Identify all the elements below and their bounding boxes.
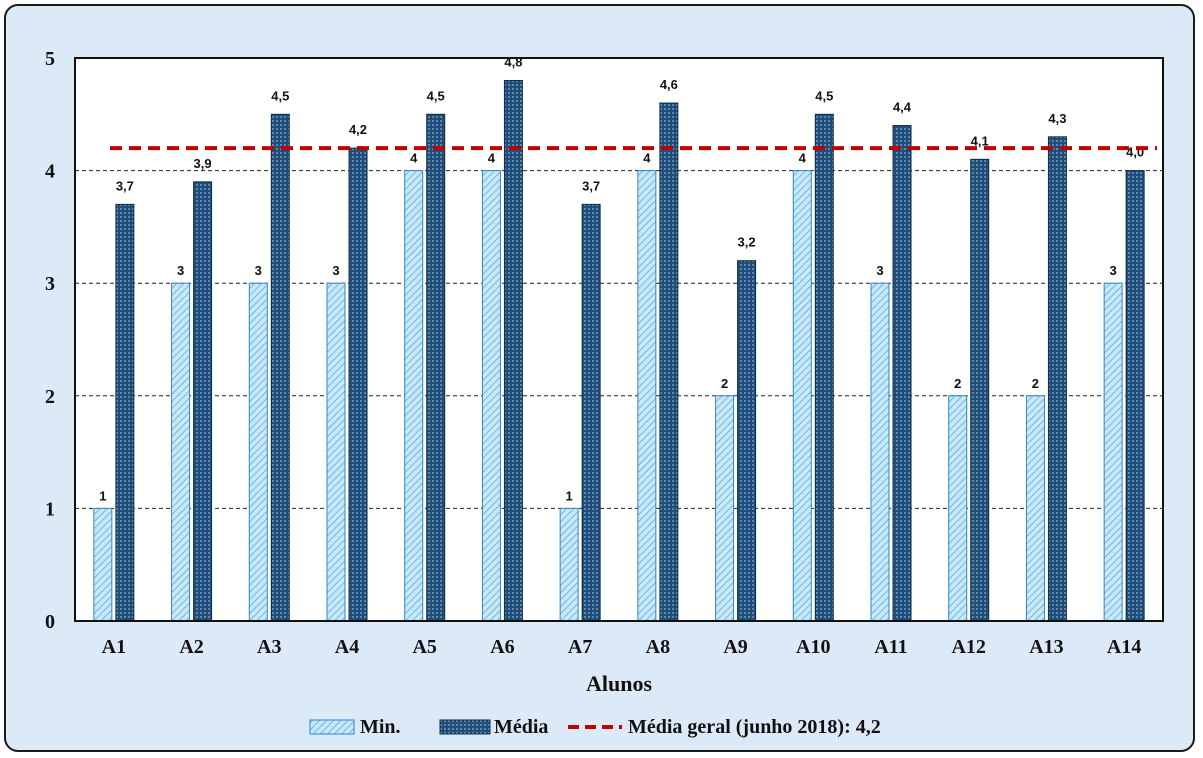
data-label-media: 3,7	[582, 178, 600, 193]
x-tick-label: A11	[874, 636, 907, 658]
x-tick-label: A14	[1107, 636, 1141, 658]
bar-media	[659, 102, 679, 622]
bar-media	[970, 158, 990, 622]
bar-min	[248, 282, 268, 622]
data-label-min: 3	[332, 263, 339, 278]
data-label-media: 4,5	[271, 88, 289, 103]
data-label-media: 4,1	[971, 133, 989, 148]
legend-label-media: Média	[494, 716, 548, 738]
data-label-min: 4	[799, 151, 807, 166]
data-label-media: 4,5	[815, 88, 833, 103]
data-label-media: 4,2	[349, 122, 367, 137]
legend-label-reference: Média geral (junho 2018): 4,2	[628, 716, 881, 738]
data-label-min: 3	[876, 263, 883, 278]
y-tick-label: 0	[45, 611, 55, 633]
legend-swatch-min	[309, 719, 355, 735]
bar-min	[404, 170, 424, 622]
data-label-media: 4,5	[427, 88, 445, 103]
data-label-min: 4	[488, 151, 496, 166]
bar-media	[115, 203, 135, 622]
x-tick-label: A7	[568, 636, 592, 658]
data-label-media: 4,6	[660, 77, 678, 92]
y-tick-label: 1	[45, 498, 55, 520]
x-tick-label: A12	[951, 636, 985, 658]
x-tick-label: A3	[257, 636, 281, 658]
bar-min	[715, 395, 735, 622]
y-tick-label: 5	[45, 48, 55, 70]
x-tick-label: A6	[490, 636, 514, 658]
plot-border	[74, 57, 1164, 622]
x-tick-label: A10	[796, 636, 830, 658]
data-label-media: 3,7	[116, 178, 134, 193]
data-label-min: 4	[410, 151, 418, 166]
bar-min	[326, 282, 346, 622]
data-label-min: 1	[566, 488, 573, 503]
bar-min	[792, 170, 812, 622]
bar-media	[737, 260, 757, 622]
x-axis-title: Alunos	[586, 671, 652, 696]
data-label-min: 2	[721, 376, 728, 391]
x-tick-label: A1	[102, 636, 126, 658]
bar-min	[870, 282, 890, 622]
bar-media	[193, 181, 213, 622]
data-label-min: 3	[255, 263, 262, 278]
bar-min	[481, 170, 501, 622]
bar-min	[1025, 395, 1045, 622]
plot-area: 01234513,7A133,9A234,5A334,2A444,5A544,8…	[45, 48, 1164, 696]
bar-media	[270, 113, 290, 622]
bar-min	[559, 507, 579, 622]
data-label-min: 2	[954, 376, 961, 391]
legend: Min. Média Média geral (junho 2018): 4,2	[309, 716, 881, 738]
x-tick-label: A8	[646, 636, 670, 658]
data-label-media: 4,3	[1048, 111, 1066, 126]
bar-media	[503, 80, 523, 622]
x-tick-label: A13	[1029, 636, 1063, 658]
data-label-min: 1	[99, 488, 106, 503]
bar-media	[426, 113, 446, 622]
bar-min	[1103, 282, 1123, 622]
data-label-min: 3	[177, 263, 184, 278]
bar-min	[948, 395, 968, 622]
x-tick-label: A5	[412, 636, 436, 658]
bar-media	[814, 113, 834, 622]
y-tick-label: 2	[45, 386, 55, 408]
bar-media	[1125, 170, 1145, 622]
bar-min	[171, 282, 191, 622]
bar-media	[1047, 136, 1067, 622]
x-tick-label: A2	[179, 636, 203, 658]
data-label-min: 2	[1032, 376, 1039, 391]
data-label-media: 4,4	[893, 100, 912, 115]
legend-swatch-media	[439, 719, 491, 735]
bar-media	[581, 203, 601, 622]
bar-media	[348, 147, 368, 622]
data-label-media: 3,2	[738, 235, 756, 250]
bar-min	[637, 170, 657, 622]
plot-background	[75, 58, 1163, 621]
x-tick-label: A4	[335, 636, 359, 658]
bar-media	[892, 125, 912, 622]
data-label-min: 3	[1110, 263, 1117, 278]
data-label-media: 4,8	[504, 55, 522, 70]
x-tick-label: A9	[723, 636, 747, 658]
legend-label-min: Min.	[360, 716, 401, 738]
data-label-media: 3,9	[194, 156, 212, 171]
y-tick-label: 3	[45, 273, 55, 295]
y-tick-label: 4	[45, 161, 55, 183]
data-label-min: 4	[643, 151, 651, 166]
bar-min	[93, 507, 113, 622]
